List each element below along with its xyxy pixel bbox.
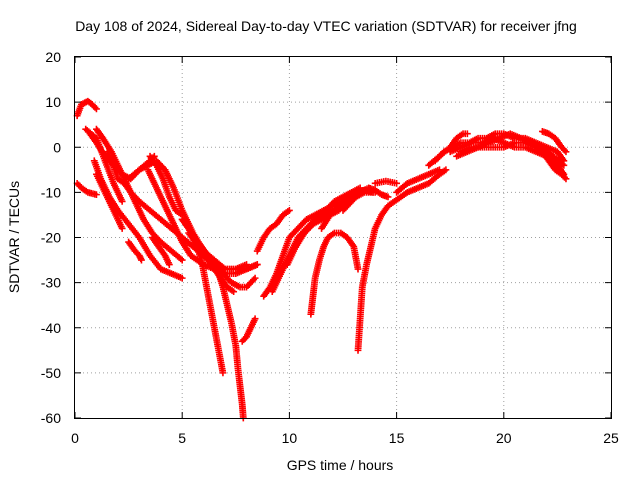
series-arc-36	[532, 143, 570, 183]
data-point	[118, 225, 126, 232]
data-point	[384, 193, 392, 201]
data-point	[118, 198, 126, 205]
y-tick-label: 10	[45, 94, 61, 110]
data-points	[73, 97, 570, 422]
x-tick-label: 5	[178, 430, 186, 446]
x-tick-label: 25	[603, 430, 619, 446]
y-tick-label: -20	[41, 230, 61, 246]
y-tick-label: 0	[53, 139, 61, 155]
series-arc-29	[393, 166, 443, 196]
data-point	[219, 369, 227, 377]
y-tick-label: -60	[41, 410, 61, 426]
data-point	[138, 256, 145, 264]
series-arc-12	[144, 166, 261, 277]
series-arc-17	[215, 270, 247, 422]
x-tick-label: 10	[282, 430, 298, 446]
x-axis-label: GPS time / hours	[287, 457, 394, 473]
x-tick-label: 20	[496, 430, 512, 446]
y-tick-label: 20	[45, 49, 61, 65]
x-tick-labels: 0 5 10 15 20 25	[71, 430, 619, 446]
x-tick-label: 15	[389, 430, 405, 446]
series-arc-34	[457, 139, 540, 156]
y-axis-label: SDTVAR / TECUs	[6, 181, 22, 293]
data-point	[251, 315, 259, 323]
chart-title: Day 108 of 2024, Sidereal Day-to-day VTE…	[75, 18, 577, 34]
data-point	[230, 288, 238, 296]
data-point	[393, 179, 400, 187]
series-arc-19	[253, 207, 293, 255]
y-tick-labels: -60 -50 -40 -30 -20 -10 0 10 20	[41, 49, 61, 426]
series-arc-28	[371, 177, 400, 187]
series-arc-18	[238, 315, 259, 345]
data-point	[253, 261, 261, 268]
series-arc-13	[148, 234, 173, 268]
data-point	[93, 105, 100, 113]
data-point	[178, 256, 186, 264]
data-point	[560, 161, 568, 169]
series-arc-02	[73, 179, 100, 199]
series-arc-35	[538, 128, 570, 156]
data-point	[562, 148, 570, 156]
x-tick-label: 0	[71, 430, 79, 446]
series-arc-06	[90, 157, 186, 282]
data-point	[442, 166, 450, 174]
series-arc-07	[93, 170, 126, 232]
y-tick-label: -10	[41, 184, 61, 200]
data-point	[251, 274, 259, 282]
y-tick-label: -30	[41, 275, 61, 291]
data-point	[93, 191, 100, 199]
data-point	[286, 207, 293, 214]
data-point	[562, 175, 570, 183]
data-point	[165, 261, 173, 268]
series-arc-01	[73, 97, 100, 120]
data-point	[436, 166, 443, 174]
series-arc-11	[146, 152, 186, 219]
plot-frame	[74, 56, 612, 419]
series-arc-26	[339, 184, 392, 214]
y-tick-label: -40	[41, 320, 61, 336]
y-tick-label: -50	[41, 365, 61, 381]
data-point	[178, 274, 186, 282]
series-arc-08	[125, 238, 145, 264]
data-point	[354, 265, 362, 273]
series-arc-24	[307, 229, 362, 318]
data-point	[463, 130, 471, 138]
series-arc-16	[178, 216, 227, 377]
